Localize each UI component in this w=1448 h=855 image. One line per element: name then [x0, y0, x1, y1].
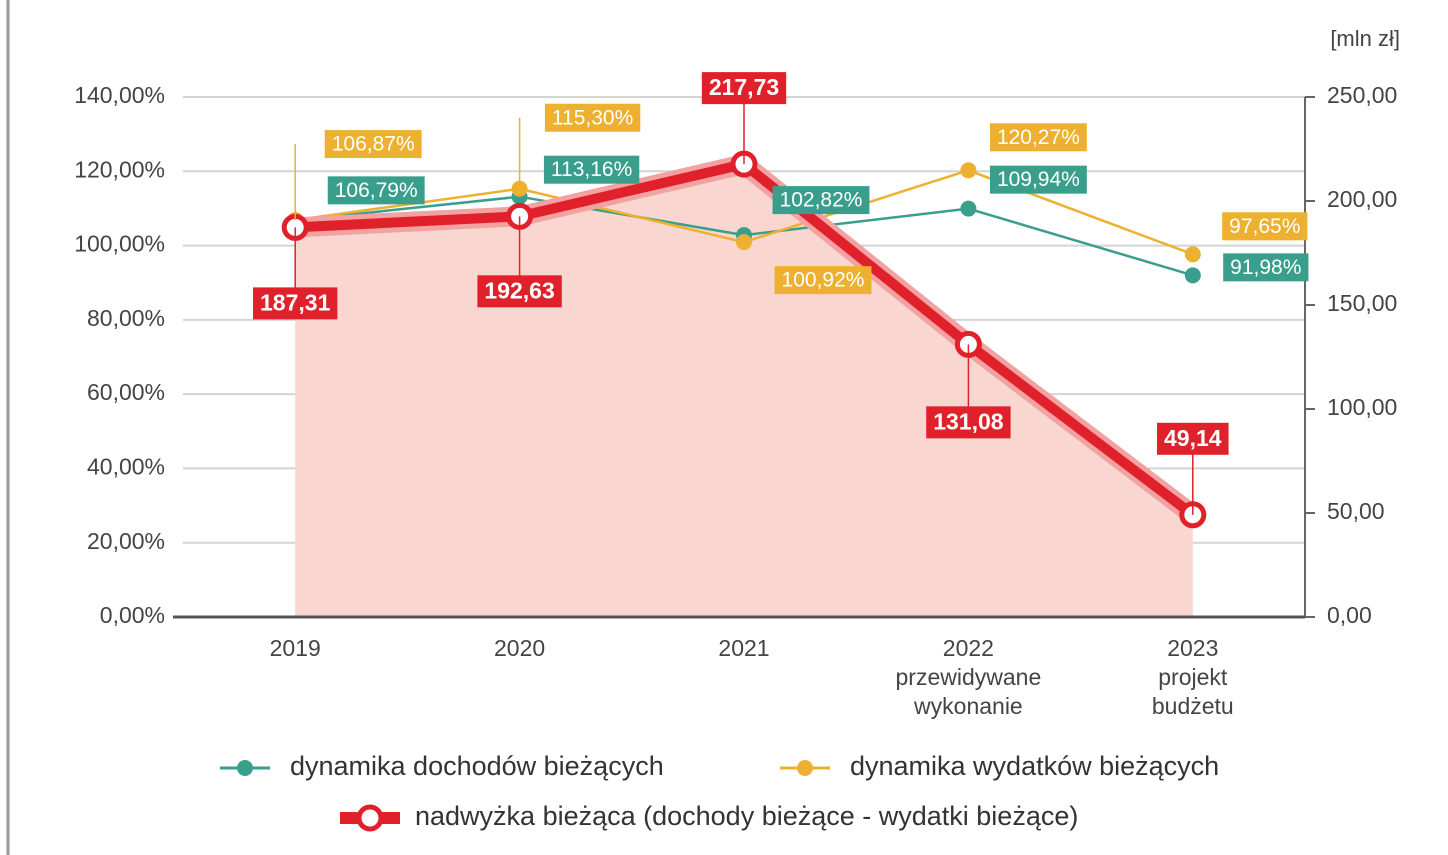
page: [mln zł] 0,00% 20,00% 40,00% 60,00% 80,00% 10… — [0, 0, 1448, 855]
value-label: 120,27% — [997, 126, 1080, 149]
point — [1185, 267, 1201, 283]
legend-label: nadwyżka bieżąca (dochody bieżące - wyda… — [415, 801, 1078, 831]
y-tick-label: 80,00% — [87, 305, 165, 331]
x-tick-label: 2020 — [420, 634, 620, 663]
point — [960, 162, 976, 178]
y2-axis-label: [mln zł] — [1330, 26, 1400, 51]
value-label-group: 192,63 — [477, 275, 561, 307]
x-tick-label: 2022 przewidywane wykonanie — [868, 634, 1068, 721]
value-label-group: 100,92% — [775, 266, 872, 294]
y-tick-label: 120,00% — [74, 156, 165, 182]
value-label-group: 91,98% — [1223, 253, 1308, 281]
y-tick-label: 100,00% — [74, 231, 165, 257]
chart: [mln zł] 0,00% 20,00% 40,00% 60,00% 80,00% 10… — [0, 0, 1448, 855]
legend-swatch — [359, 807, 381, 829]
value-label-group: 109,94% — [990, 166, 1087, 194]
y-tick-label: 140,00% — [74, 82, 165, 108]
value-label-group: 49,14 — [1157, 423, 1229, 455]
value-label-group: 187,31 — [253, 287, 337, 319]
value-label: 187,31 — [260, 289, 331, 315]
x-tick-label: 2023 projekt budżetu — [1093, 634, 1293, 721]
point — [1185, 246, 1201, 262]
y-tick-label: 0,00% — [100, 602, 165, 628]
value-label: 109,94% — [997, 168, 1080, 191]
legend-label: dynamika wydatków bieżących — [850, 751, 1219, 781]
y2-tick-label: 100,00 — [1327, 394, 1397, 420]
value-label-group: 106,79% — [328, 176, 425, 204]
legend-swatch — [797, 760, 813, 776]
x-tick-label: 2019 — [195, 634, 395, 663]
value-label-group: 113,16% — [544, 156, 639, 184]
y2-tick-label: 150,00 — [1327, 290, 1397, 316]
y2-tick-label: 50,00 — [1327, 498, 1385, 524]
value-label: 100,92% — [782, 269, 865, 292]
value-label: 217,73 — [709, 74, 779, 100]
value-label: 192,63 — [484, 277, 554, 303]
value-label: 115,30% — [552, 106, 633, 129]
value-label: 106,87% — [332, 133, 415, 156]
value-label: 102,82% — [780, 189, 863, 212]
y-tick-label: 40,00% — [87, 454, 165, 480]
y2-tick-label: 200,00 — [1327, 186, 1397, 212]
value-label-group: 131,08 — [926, 406, 1010, 438]
value-label: 91,98% — [1230, 256, 1301, 279]
value-label-group: 102,82% — [773, 186, 870, 214]
x-tick-label: 2021 — [644, 634, 844, 663]
value-label: 131,08 — [933, 408, 1004, 434]
value-label: 97,65% — [1229, 215, 1300, 238]
legend-swatch — [237, 760, 253, 776]
point — [736, 234, 752, 250]
y2-tick-label: 0,00 — [1327, 602, 1372, 628]
point — [960, 201, 976, 217]
value-label-group: 217,73 — [702, 72, 786, 104]
value-label-group: 120,27% — [990, 123, 1087, 151]
y2-tick-label: 250,00 — [1327, 82, 1397, 108]
value-label: 113,16% — [551, 158, 632, 181]
y-tick-label: 60,00% — [87, 379, 165, 405]
value-label: 49,14 — [1164, 425, 1222, 451]
value-label-group: 115,30% — [545, 104, 640, 132]
value-label-group: 97,65% — [1222, 212, 1307, 240]
value-label-group: 106,87% — [325, 130, 422, 158]
value-label: 106,79% — [335, 179, 418, 202]
y-tick-label: 20,00% — [87, 528, 165, 554]
legend-label: dynamika dochodów bieżących — [290, 751, 664, 781]
